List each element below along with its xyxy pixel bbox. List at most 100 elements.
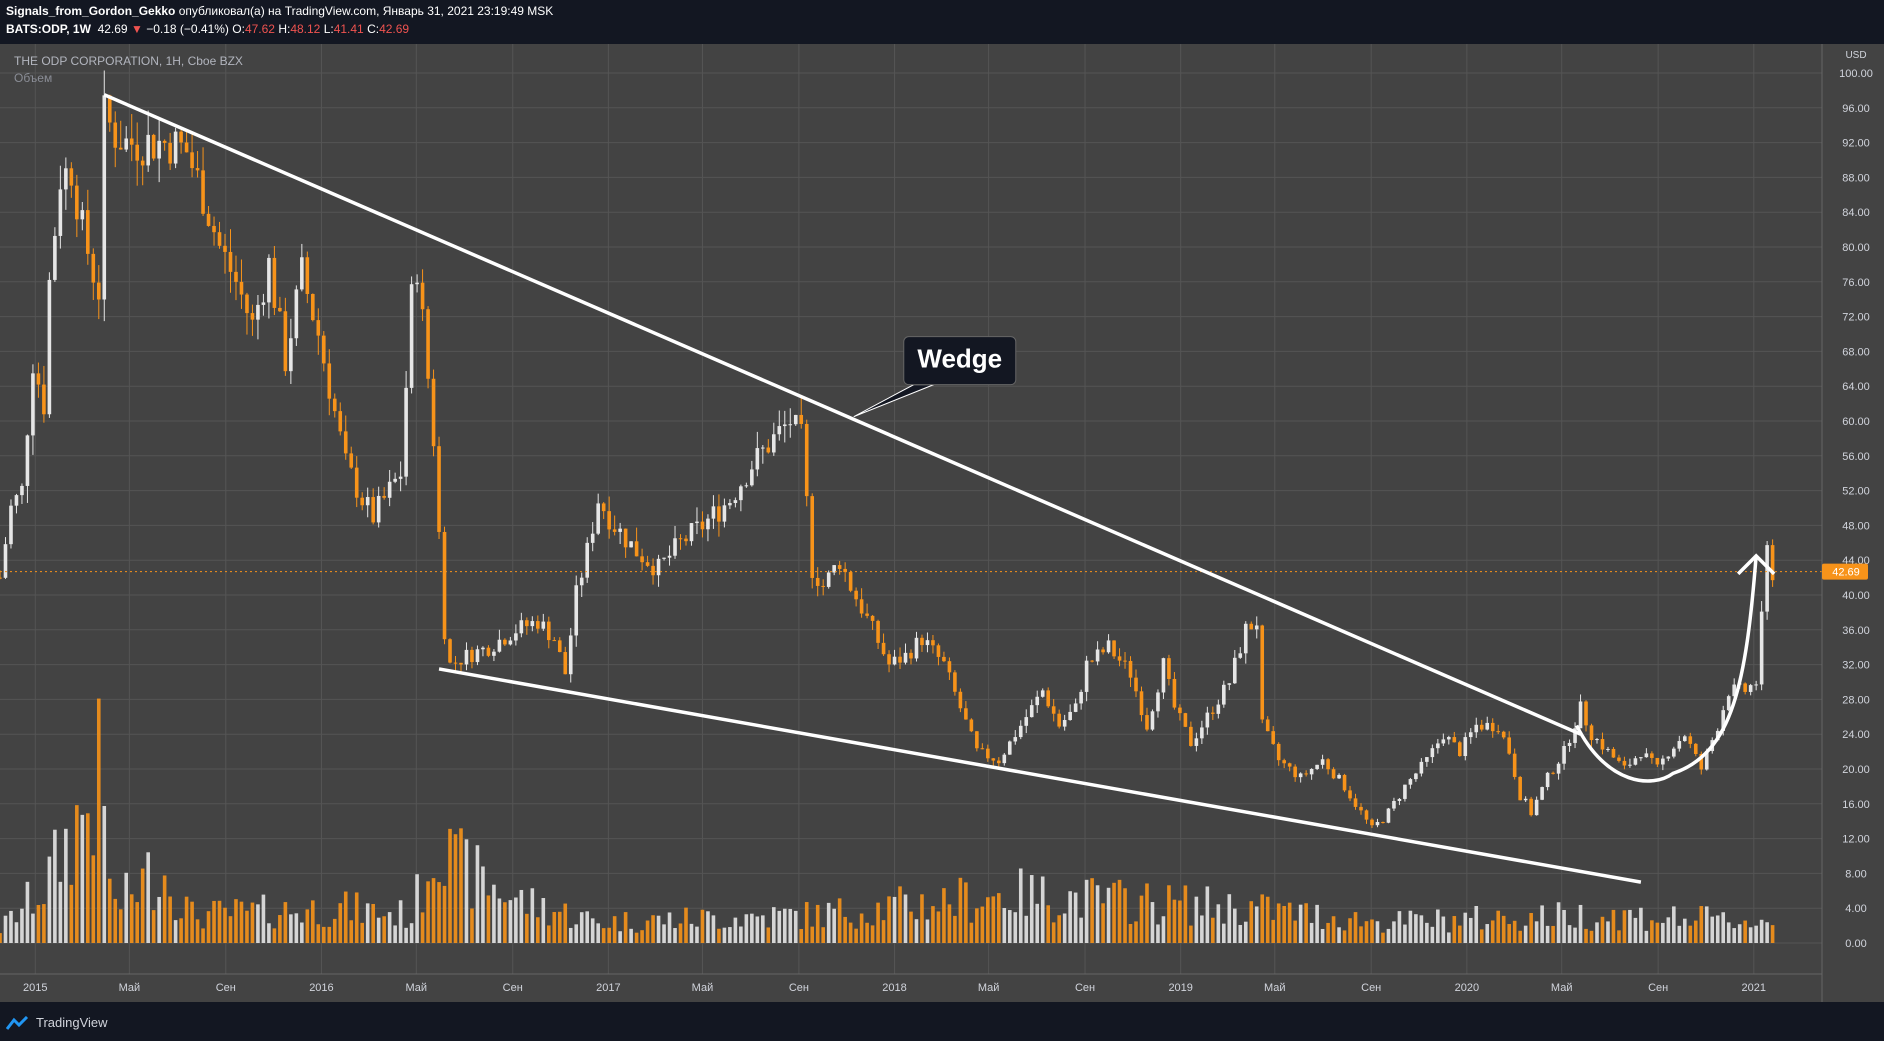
volume-bar: [1002, 908, 1007, 943]
volume-bar: [47, 856, 52, 943]
volume-bar: [1046, 905, 1050, 943]
candle-body: [20, 485, 24, 496]
candle-body: [1436, 743, 1440, 749]
time-tick-label: Сен: [1361, 982, 1381, 994]
volume-bar: [1436, 909, 1440, 943]
candle-body: [920, 637, 924, 646]
volume-bar: [1309, 922, 1314, 943]
candle-body: [1232, 657, 1237, 684]
candle-body: [1040, 690, 1045, 697]
volume-bar: [1523, 925, 1528, 943]
volume-bar: [1254, 906, 1259, 943]
candle-body: [1095, 649, 1100, 662]
volume-bar: [1457, 925, 1462, 943]
volume-bar: [1441, 916, 1446, 943]
volume-bar: [1337, 927, 1341, 943]
candle-body: [909, 652, 913, 659]
candle-body: [1485, 722, 1490, 730]
price-tick-label: 16.00: [1842, 799, 1870, 811]
candle-body: [1090, 660, 1094, 662]
volume-bar: [1507, 924, 1511, 943]
candle-body: [481, 647, 485, 650]
candle-body: [1633, 758, 1638, 765]
candle-body: [1315, 764, 1319, 769]
volume-bar: [958, 877, 963, 943]
brand-label: TradingView: [36, 1015, 108, 1030]
candle-body: [1150, 711, 1155, 730]
volume-bar: [942, 888, 946, 943]
candle-body: [497, 639, 502, 652]
candle-body: [1254, 625, 1259, 630]
candle-body: [667, 555, 672, 558]
volume-bar: [1617, 930, 1621, 943]
candle-body: [782, 424, 787, 427]
candle-body: [256, 304, 260, 320]
candle-body: [1117, 656, 1122, 661]
volume-bar: [1057, 915, 1061, 943]
volume-bar: [212, 900, 216, 943]
price-chart[interactable]: Wedge 100.00 96.00 92.00 88.00 84.00 80.00 76.…: [0, 44, 1884, 1002]
volume-bar: [645, 920, 650, 943]
time-tick-label: 2015: [23, 982, 47, 994]
volume-bar: [1353, 912, 1358, 943]
volume-bar: [947, 904, 952, 943]
candle-body: [305, 257, 310, 294]
volume-bar: [305, 909, 310, 943]
volume-bar: [607, 927, 611, 943]
candle-body: [365, 497, 370, 506]
candle-body: [1112, 640, 1116, 657]
volume-bar: [1216, 904, 1221, 943]
volume-bar: [1232, 908, 1237, 943]
candle-body: [887, 654, 891, 665]
volume-bar: [278, 915, 282, 943]
candle-body: [1567, 742, 1572, 747]
candle-body: [442, 531, 447, 640]
volume-bar: [349, 920, 354, 943]
candle-body: [525, 620, 529, 627]
candle-body: [36, 373, 41, 385]
volume-bar: [546, 925, 551, 943]
volume-bar: [1589, 930, 1594, 943]
candle-body: [431, 378, 436, 447]
candle-body: [1029, 705, 1034, 718]
candle-body: [722, 505, 727, 522]
price-tick-label: 72.00: [1842, 312, 1870, 324]
candle-body: [1139, 691, 1144, 716]
candle-body: [1370, 819, 1374, 826]
price-tick-label: 20.00: [1842, 764, 1870, 776]
candle-body: [1359, 806, 1363, 811]
volume-bar: [1079, 917, 1083, 943]
candle-body: [91, 253, 96, 283]
candle-body: [69, 168, 74, 186]
volume-bar: [1704, 906, 1709, 943]
symbol-label[interactable]: BATS:ODP, 1W: [6, 22, 91, 36]
author-name[interactable]: Signals_from_Gordon_Gekko: [6, 4, 176, 18]
time-axis[interactable]: 2015 Май Сен 2016 Май Сен 2017 Май Сен 2018 Май Сен…: [0, 973, 1822, 994]
price-axis[interactable]: 100.00 96.00 92.00 88.00 84.00 80.00 76.00 72.0…: [1821, 44, 1873, 1002]
drawings[interactable]: Wedge: [0, 93, 1822, 884]
candle-body: [673, 538, 677, 556]
volume-bar: [102, 806, 107, 943]
volume-bar: [684, 907, 688, 943]
candle-body: [1490, 722, 1495, 732]
volume-bar: [1414, 914, 1418, 943]
volume-bar: [338, 903, 343, 943]
volume-bar: [898, 886, 902, 943]
candle-body: [997, 760, 1001, 764]
volume-bar: [1562, 909, 1566, 943]
volume-bar: [1748, 927, 1753, 943]
volume-bar: [854, 928, 858, 943]
volume-bar: [629, 928, 633, 943]
candle-body: [1611, 748, 1616, 758]
volume-bar: [1403, 924, 1407, 943]
candle-body: [1545, 772, 1550, 788]
chart-area[interactable]: Wedge 100.00 96.00 92.00 88.00 84.00 80.00 76.…: [0, 44, 1884, 1002]
price-tick-label: 36.00: [1842, 625, 1870, 637]
time-tick-label: Май: [406, 982, 428, 994]
candle-body: [898, 656, 902, 663]
tradingview-brand[interactable]: TradingView: [6, 1015, 108, 1030]
candle-body: [793, 414, 798, 425]
volume-bar: [283, 902, 288, 943]
candle-body: [903, 652, 908, 663]
volume-bar: [1710, 916, 1715, 943]
